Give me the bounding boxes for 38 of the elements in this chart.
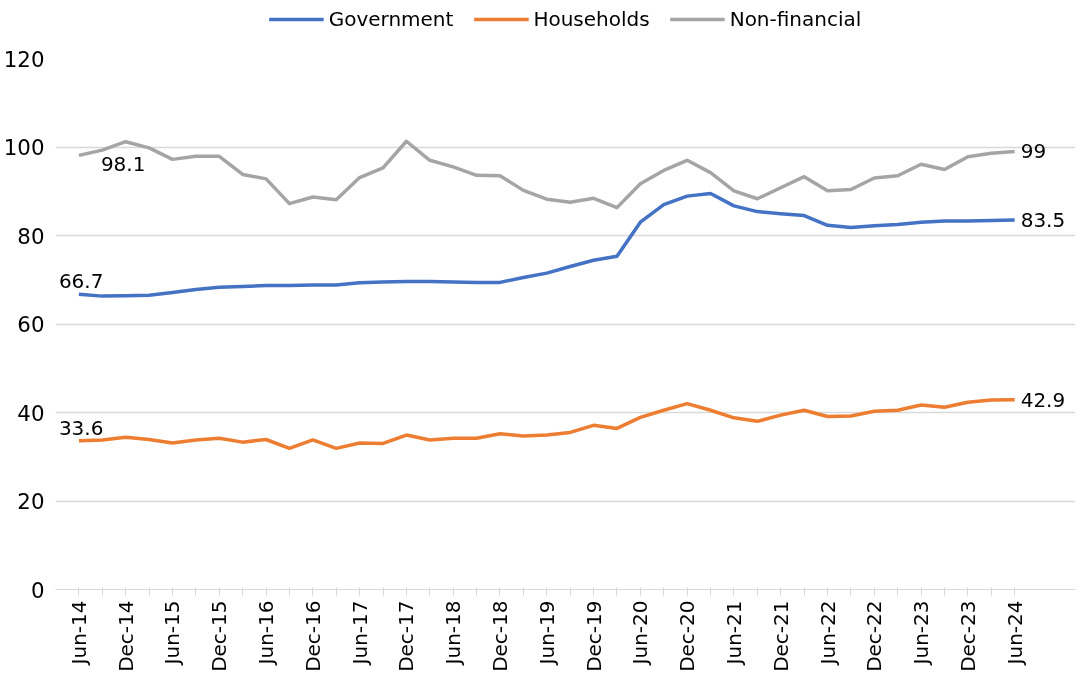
y-tick-label: 0 — [30, 577, 45, 603]
x-tick-label: Jun-17 — [347, 600, 372, 667]
annotation: 33.6 — [58, 415, 104, 440]
x-tick-label: Jun-18 — [441, 600, 466, 667]
y-tick-label: 80 — [17, 223, 45, 249]
x-tick-label: Jun-15 — [160, 600, 185, 667]
legend-label: Government — [328, 7, 454, 31]
line-series — [77, 139, 1017, 210]
x-tick-label: Jun-20 — [628, 600, 653, 667]
x-tick-label: Jun-23 — [909, 600, 934, 667]
x-tick-label: Dec-18 — [488, 600, 512, 672]
x-tick-label: Dec-17 — [394, 600, 419, 672]
x-tick-label: Jun-19 — [534, 600, 559, 667]
x-tick-label: Dec-14 — [113, 600, 138, 672]
annotation: 66.7 — [58, 269, 104, 294]
x-tick-label: Jun-14 — [66, 600, 91, 667]
legend-label: Non-financial — [729, 7, 862, 31]
x-tick-label: Dec-21 — [768, 600, 793, 672]
annotation: 98.1 — [100, 152, 146, 177]
x-tick-label: Dec-20 — [675, 600, 700, 672]
annotation: 42.9 — [1020, 387, 1066, 412]
x-tick-label: Jun-24 — [1002, 600, 1027, 667]
y-tick-label: 100 — [3, 135, 45, 160]
x-tick-label: Dec-22 — [862, 600, 887, 672]
x-tick-label: Jun-16 — [254, 600, 279, 667]
x-tick-label: Jun-21 — [721, 600, 746, 667]
x-tick-label: Dec-19 — [581, 600, 606, 672]
y-tick-label: 40 — [17, 400, 45, 426]
x-tick-label: Dec-15 — [207, 600, 232, 672]
x-tick-label: Jun-22 — [815, 600, 840, 667]
y-tick-label: 20 — [17, 489, 45, 514]
y-tick-label: 120 — [3, 46, 45, 72]
legend-label: Households — [533, 7, 650, 31]
x-tick-label: Dec-23 — [955, 600, 980, 672]
x-tick-label: Dec-16 — [300, 600, 325, 672]
y-tick-label: 60 — [17, 312, 45, 337]
annotation: 99 — [1020, 139, 1047, 164]
annotation: 83.5 — [1020, 208, 1066, 233]
